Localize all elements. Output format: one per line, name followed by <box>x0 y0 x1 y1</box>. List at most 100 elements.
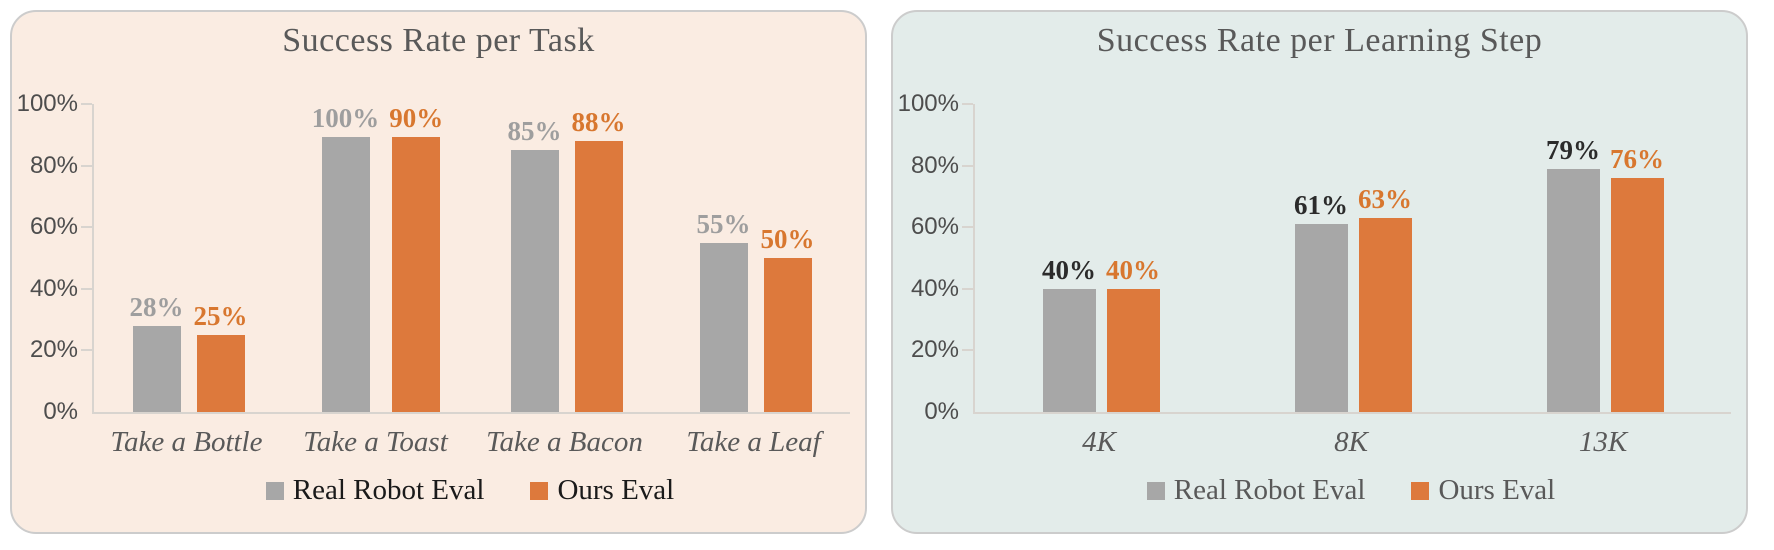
legend-swatch-orange <box>1411 481 1430 500</box>
bar-column: 76% <box>1610 104 1664 412</box>
y-axis-tick-labels: 0% 20% 40% 60% 80% 100% <box>12 91 84 425</box>
bar-column: 40% <box>1042 104 1096 412</box>
y-axis-tick-labels: 0% 20% 40% 60% 80% 100% <box>893 91 965 425</box>
y-tick-label: 40% <box>29 274 78 302</box>
bar <box>699 242 748 412</box>
bar-group: 28% 25% <box>94 104 283 412</box>
y-tick-mark <box>81 226 92 229</box>
bar-column: 85% <box>508 104 562 412</box>
bar-groups: 28% 25% 100% 90% 85% 88% 55% 50% <box>94 104 850 412</box>
bar <box>1358 217 1412 412</box>
category-label: Take a Bottle <box>110 426 263 458</box>
x-axis-category-labels: 4K 8K 13K <box>973 426 1729 459</box>
chart-title-task: Success Rate per Task <box>282 22 595 59</box>
category-label: Take a Bacon <box>486 426 643 458</box>
bar-column: 61% <box>1294 104 1348 412</box>
bar-value-label: 79% <box>1546 134 1600 165</box>
legend-label: Real Robot Eval <box>292 474 485 506</box>
bar <box>1610 177 1664 412</box>
bar-value-label: 90% <box>389 103 444 133</box>
y-tick-label: 100% <box>897 90 959 117</box>
legend-key-ours-eval: Ours Eval <box>1411 474 1555 507</box>
plot-area: 28% 25% 100% 90% 85% 88% 55% 50% <box>81 103 850 414</box>
task-chart: 0% 20% 40% 60% 80% 100% 28% 25% 100% 90% 85% 88% 55… <box>12 12 865 532</box>
y-tick-label: 100% <box>16 90 78 117</box>
bar-value-label: 50% <box>760 224 815 254</box>
y-tick-label: 60% <box>910 213 959 241</box>
bar-value-label: 85% <box>507 116 562 147</box>
bar <box>321 137 370 412</box>
y-tick-mark <box>81 103 92 105</box>
bar-column: 63% <box>1358 104 1412 412</box>
bar <box>1546 168 1600 412</box>
y-tick-mark <box>81 164 92 167</box>
bar <box>132 325 181 412</box>
legend: Real Robot Eval Ours Eval <box>92 474 848 507</box>
bar-value-label: 55% <box>696 208 751 239</box>
legend-swatch-gray <box>1146 481 1165 500</box>
bar-column: 55% <box>697 104 751 412</box>
y-tick-label: 80% <box>29 151 78 179</box>
legend-swatch-gray <box>265 481 284 500</box>
bar-value-label: 61% <box>1294 190 1348 221</box>
bar-group: 85% 88% <box>472 104 661 412</box>
legend-key-real-robot-eval: Real Robot Eval <box>265 474 485 507</box>
bar-column: 90% <box>389 104 443 412</box>
y-tick-mark <box>81 349 92 352</box>
y-tick-mark <box>962 287 973 290</box>
legend-label: Real Robot Eval <box>1173 474 1366 506</box>
bar <box>196 335 245 412</box>
category-label: 4K <box>1082 426 1116 458</box>
bar-column: 79% <box>1546 104 1600 412</box>
bar-column: 40% <box>1106 104 1160 412</box>
category-label: 13K <box>1578 426 1628 458</box>
y-tick-mark <box>962 103 973 105</box>
bar-group: 55% 50% <box>661 104 850 412</box>
y-tick-mark <box>962 226 973 229</box>
bar-column: 28% <box>130 104 184 412</box>
learning-step-chart: 0% 20% 40% 60% 80% 100% 40% 40% 61% 63% 79% 76% 4K… <box>893 12 1746 532</box>
y-tick-label: 0% <box>43 398 78 425</box>
bar-value-label: 100% <box>311 103 380 133</box>
legend-swatch-orange <box>530 481 549 500</box>
bar <box>763 258 812 412</box>
chart-title-learning-step: Success Rate per Learning Step <box>1096 22 1543 59</box>
bar-value-label: 40% <box>1106 254 1160 285</box>
x-axis-category-labels: Take a Bottle Take a Toast Take a Bacon Tak… <box>92 426 848 459</box>
bar-column: 50% <box>761 104 815 412</box>
legend-label: Ours Eval <box>557 474 675 506</box>
y-tick-label: 40% <box>910 274 959 302</box>
bar-value-label: 28% <box>129 291 184 322</box>
y-tick-label: 60% <box>29 213 78 241</box>
legend-key-real-robot-eval: Real Robot Eval <box>1146 474 1366 507</box>
y-tick-mark <box>962 349 973 352</box>
bar-column: 25% <box>194 104 248 412</box>
category-label: 8K <box>1334 426 1368 458</box>
bar-group: 61% 63% <box>1227 104 1479 412</box>
bar <box>510 150 559 412</box>
legend: Real Robot Eval Ours Eval <box>973 474 1729 507</box>
category-label: Take a Toast <box>303 426 448 458</box>
bar-value-label: 63% <box>1358 183 1412 214</box>
bar-group: 40% 40% <box>975 104 1227 412</box>
bar <box>1106 288 1160 412</box>
bar-group: 79% 76% <box>1479 104 1731 412</box>
y-tick-label: 0% <box>924 398 959 425</box>
legend-label: Ours Eval <box>1438 474 1556 506</box>
bar <box>574 140 623 412</box>
bar-groups: 40% 40% 61% 63% 79% 76% <box>975 104 1731 412</box>
legend-key-ours-eval: Ours Eval <box>530 474 674 507</box>
bar-column: 88% <box>572 104 626 412</box>
task-chart-panel: Success Rate per Task 0% 20% 40% 60% 80% 100%… <box>10 10 867 534</box>
bar-column: 100% <box>311 103 380 412</box>
plot-area: 40% 40% 61% 63% 79% 76% <box>962 103 1731 414</box>
learning-step-chart-panel: Success Rate per Learning Step 0% 20% 40% 6… <box>891 10 1748 534</box>
y-tick-label: 80% <box>910 151 959 179</box>
bar <box>1042 288 1096 412</box>
y-tick-mark <box>962 164 973 167</box>
bar <box>392 137 441 412</box>
bar-value-label: 40% <box>1042 254 1096 285</box>
bar-value-label: 76% <box>1610 143 1664 174</box>
bar <box>1294 224 1348 412</box>
